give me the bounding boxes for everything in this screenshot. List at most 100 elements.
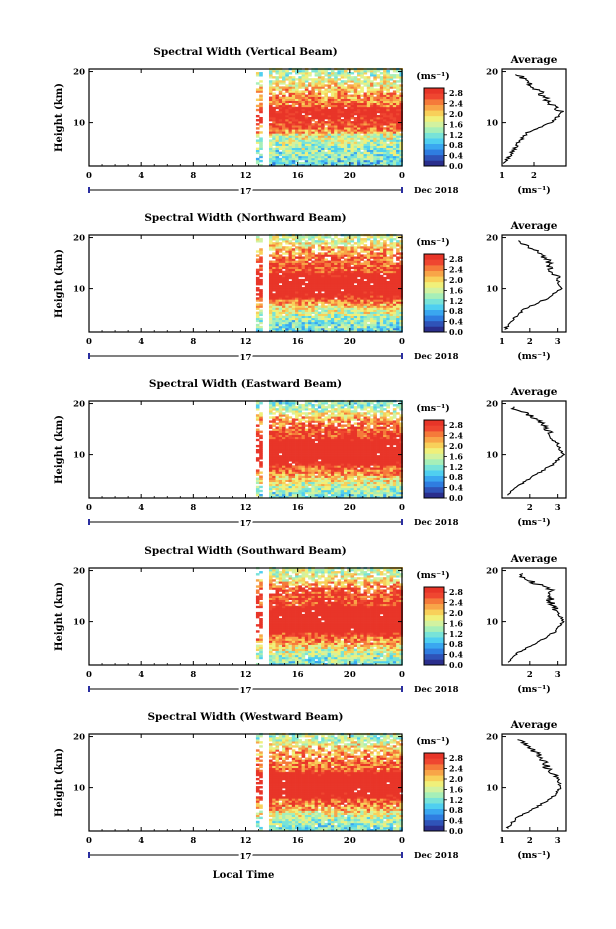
y-tick-label: 20 <box>73 234 85 244</box>
x-tick-label: 12 <box>240 670 252 680</box>
x-tick-label: 20 <box>344 503 356 513</box>
average-frame <box>501 400 567 499</box>
y-axis-label: Height (km) <box>54 249 65 318</box>
x-tick-label: 8 <box>190 670 196 680</box>
x-tick-label: 4 <box>138 337 144 347</box>
colorbar-tick-label: 2.0 <box>449 109 463 119</box>
colorbar-tick-label: 2.0 <box>449 774 463 784</box>
y-tick-label: 10 <box>73 618 85 628</box>
x-tick-label: 12 <box>240 337 252 347</box>
month-label: Dec 2018 <box>414 186 459 196</box>
x-tick-label: 4 <box>138 503 144 513</box>
colorbar-tick-label: 0.0 <box>449 660 463 670</box>
average-y-tick-label: 10 <box>486 119 498 129</box>
colorbar-tick-label: 2.4 <box>449 598 463 608</box>
average-y-tick-label: 10 <box>486 784 498 794</box>
colorbar-tick-label: 0.8 <box>449 140 463 150</box>
y-tick-label: 20 <box>73 567 85 577</box>
average-x-tick-label: 2 <box>527 503 533 513</box>
x-tick-label: 0 <box>86 503 92 513</box>
average-x-tick-label: 3 <box>555 836 561 846</box>
heatmap <box>255 732 403 832</box>
x-tick-label: 8 <box>190 337 196 347</box>
average-profile-line <box>505 739 562 829</box>
average-unit-label: (ms⁻¹) <box>517 185 551 196</box>
colorbar-tick-label: 2.4 <box>449 265 463 275</box>
average-x-tick-label: 1 <box>499 337 505 347</box>
average-title: Average <box>510 54 558 66</box>
x-tick-label: 0 <box>399 337 405 347</box>
average-y-tick-label: 20 <box>486 400 498 410</box>
y-axis-label: Height (km) <box>54 748 65 817</box>
colorbar-tick-label: 0.8 <box>449 639 463 649</box>
x-tick-label: 4 <box>138 670 144 680</box>
average-x-tick-label: 3 <box>555 670 561 680</box>
x-tick-labels: 0 4 8 12 16 20 0 <box>86 836 405 846</box>
average-unit-label: (ms⁻¹) <box>517 850 551 861</box>
x-tick-label: 16 <box>292 503 304 513</box>
average-y-tick-label: 20 <box>486 68 498 78</box>
average-profile-panel: Average 20 10 1 2 3 (ms⁻¹) <box>486 719 567 861</box>
colorbar-unit: (ms⁻¹) <box>416 403 450 414</box>
average-profile-panel: Average 20 10 2 3 (ms⁻¹) <box>486 386 567 528</box>
average-title: Average <box>510 220 558 232</box>
panel-title: Spectral Width (Westward Beam) <box>147 711 343 723</box>
y-tick-label: 10 <box>73 451 85 461</box>
colorbar-tick-label: 0.0 <box>449 493 463 503</box>
heatmap <box>255 233 403 333</box>
average-unit-label: (ms⁻¹) <box>517 517 551 528</box>
average-x-tick-label: 3 <box>555 337 561 347</box>
x-tick-label: 12 <box>240 503 252 513</box>
average-profile-panel: Average 20 10 2 3 (ms⁻¹) <box>486 553 567 695</box>
colorbar-tick-label: 0.0 <box>449 161 463 171</box>
average-frame <box>501 567 567 666</box>
average-unit-label: (ms⁻¹) <box>517 684 551 695</box>
x-tick-labels: 0 4 8 12 16 20 0 <box>86 337 405 347</box>
colorbar-tick-label: 0.8 <box>449 306 463 316</box>
colorbar-tick-label: 2.0 <box>449 275 463 285</box>
x-tick-labels: 0 4 8 12 16 20 0 <box>86 670 405 680</box>
x-tick-label: 12 <box>240 836 252 846</box>
average-frame <box>501 733 567 832</box>
x-tick-label: 20 <box>344 670 356 680</box>
average-x-tick-label: 2 <box>527 670 533 680</box>
average-y-tick-label: 10 <box>486 618 498 628</box>
average-x-tick-label: 2 <box>527 337 533 347</box>
colorbar-unit: (ms⁻¹) <box>416 570 450 581</box>
colorbar-tick-label: 1.6 <box>449 451 463 461</box>
y-tick-label: 10 <box>73 119 85 129</box>
colorbar-tick-label: 1.6 <box>449 618 463 628</box>
colorbar-tick-label: 2.0 <box>449 608 463 618</box>
average-title: Average <box>510 719 558 731</box>
x-tick-label: 8 <box>190 171 196 181</box>
x-tick-label: 0 <box>399 503 405 513</box>
colorbar-unit: (ms⁻¹) <box>416 237 450 248</box>
day-label: 17 <box>240 686 252 696</box>
day-label: 17 <box>240 852 252 862</box>
colorbar-tick-label: 2.8 <box>449 420 463 430</box>
x-tick-label: 0 <box>399 670 405 680</box>
heatmap <box>255 399 403 499</box>
day-label: 17 <box>240 353 252 363</box>
day-label: 17 <box>240 519 252 529</box>
y-axis-label: Height (km) <box>54 415 65 484</box>
x-tick-label: 12 <box>240 171 252 181</box>
x-tick-label: 0 <box>86 836 92 846</box>
beam-panel-2: Spectral Width (Eastward Beam)0 4 8 12 16 20 0… <box>54 378 567 531</box>
x-tick-label: 4 <box>138 171 144 181</box>
beam-panel-3: Spectral Width (Southward Beam)0 4 8 12 16 20… <box>54 545 567 698</box>
average-y-tick-label: 20 <box>486 234 498 244</box>
colorbar-tick-label: 2.0 <box>449 441 463 451</box>
beam-panel-1: Spectral Width (Northward Beam)0 4 8 12 16 20… <box>54 212 567 365</box>
x-tick-label: 0 <box>399 171 405 181</box>
x-axis-label: Local Time <box>213 870 275 881</box>
colorbar-tick-label: 1.6 <box>449 285 463 295</box>
colorbar-tick-label: 0.4 <box>449 151 463 161</box>
x-tick-label: 8 <box>190 836 196 846</box>
average-x-tick-label: 1 <box>499 171 505 181</box>
x-tick-label: 16 <box>292 171 304 181</box>
x-tick-label: 8 <box>190 503 196 513</box>
average-x-tick-label: 1 <box>499 836 505 846</box>
